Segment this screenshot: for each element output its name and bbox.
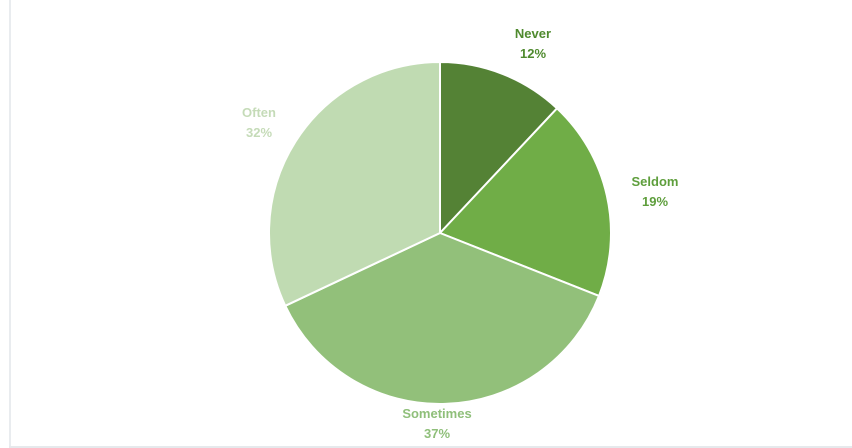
data-label-percent-often: 32% (246, 125, 272, 140)
data-label-category-often: Often (242, 105, 276, 120)
data-label-percent-never: 12% (520, 46, 546, 61)
data-label-category-sometimes: Sometimes (402, 406, 471, 421)
pie-data-labels: Never 12% Seldom 19% Sometimes 37% Often 32% (242, 26, 678, 441)
pie-slice-often (267, 61, 441, 307)
data-label-percent-sometimes: 37% (424, 426, 450, 441)
plot-area-bottom-border (9, 446, 852, 448)
pie-slice-sometimes (284, 232, 600, 406)
data-label-category-seldom: Seldom (632, 174, 679, 189)
pie-slice-never (439, 61, 559, 234)
plot-area-left-border (9, 0, 11, 448)
pie-slices (267, 61, 612, 406)
data-label-category-never: Never (515, 26, 551, 41)
data-label-percent-seldom: 19% (642, 194, 668, 209)
